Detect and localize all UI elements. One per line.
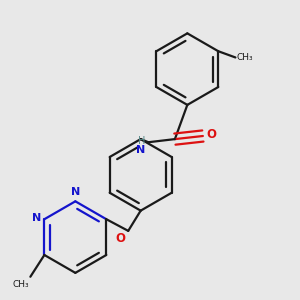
Text: O: O	[116, 232, 126, 245]
Text: O: O	[207, 128, 217, 141]
Text: N: N	[71, 187, 80, 197]
Text: N: N	[136, 145, 145, 155]
Text: CH₃: CH₃	[12, 280, 29, 289]
Text: H: H	[138, 136, 145, 146]
Text: N: N	[32, 213, 41, 223]
Text: CH₃: CH₃	[237, 53, 253, 62]
